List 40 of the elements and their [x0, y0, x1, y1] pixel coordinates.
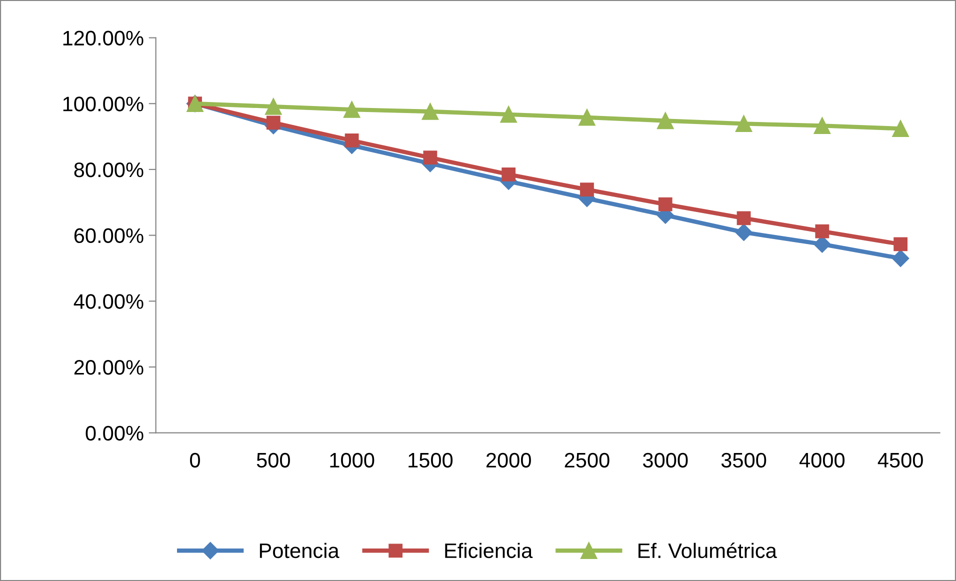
point [500, 106, 517, 123]
y-tick-label: 120.00% [63, 30, 144, 46]
x-tick-label: 1500 [408, 452, 453, 468]
point [344, 134, 359, 148]
x-tick-label: 4000 [799, 452, 845, 468]
point [422, 103, 439, 120]
x-tick-label: 2000 [486, 452, 531, 468]
point [736, 211, 751, 226]
point [343, 101, 360, 118]
point [265, 98, 282, 115]
point [892, 120, 909, 137]
point [423, 150, 438, 165]
point [815, 224, 830, 238]
x-tick-label: 4500 [878, 452, 923, 468]
point [502, 167, 516, 182]
x-tick-label: 3500 [721, 452, 766, 468]
point [735, 224, 752, 241]
x-tick-label: 500 [256, 452, 290, 468]
point [657, 112, 674, 130]
point [266, 116, 280, 130]
legend-label: Ef. Volumétrica [638, 542, 777, 558]
point [814, 117, 830, 134]
x-tick-label: 2500 [564, 452, 610, 468]
x-tick-label: 0 [190, 452, 200, 468]
point [735, 115, 752, 132]
legend-label: Potencia [260, 542, 340, 558]
y-tick-label: 100.00% [63, 96, 144, 112]
y-tick-label: 40.00% [74, 294, 144, 309]
point [658, 197, 672, 212]
y-tick-label: 20.00% [74, 360, 144, 375]
legend-label: Eficiencia [445, 542, 533, 558]
point [892, 250, 910, 267]
point [578, 109, 596, 126]
point [580, 182, 594, 196]
x-tick-label: 1000 [330, 452, 374, 468]
x-tick-label: 3000 [643, 452, 688, 468]
y-tick-label: 60.00% [74, 228, 144, 244]
y-tick-label: 80.00% [74, 162, 144, 178]
point [894, 237, 908, 252]
y-tick-label: 0.00% [86, 426, 144, 441]
